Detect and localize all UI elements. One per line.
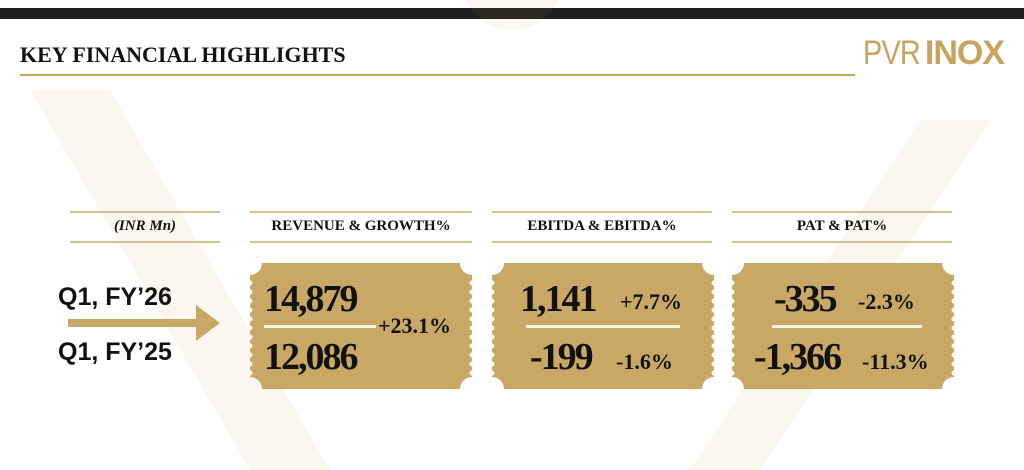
revenue-growth: +23.1% [378,313,452,338]
ticket-notch [250,298,253,304]
ticket-notch [469,298,472,304]
divider [492,241,712,243]
period-previous: Q1, FY’25 [58,338,172,366]
ticket-notch [951,343,954,349]
ticket-notch [711,343,714,349]
ticket-notch [951,307,954,313]
ticket-notch [732,316,735,322]
ebitda-current-pct: +7.7% [620,289,683,314]
ticket-notch [711,280,714,286]
ticket-notch [951,334,954,340]
ticket-notch [732,298,735,304]
ticket-notch [492,325,495,331]
ebitda-previous-pct: -1.6% [616,349,673,374]
ticket-notch [492,352,495,358]
ticket-notch [711,352,714,358]
ticket-notch [250,352,253,358]
ticket-notch [951,289,954,295]
arrow-right-icon [68,305,220,341]
divider [732,241,952,243]
ticket-notch [250,280,253,286]
ticket-notch [732,307,735,313]
ticket-notch [711,325,714,331]
revenue-previous: 12,086 [264,336,358,378]
ticket-notch [469,361,472,367]
pat-current: -335 [774,278,838,320]
divider [70,241,220,243]
ticket-notch [711,316,714,322]
divider [250,241,472,243]
ticket-notch [492,307,495,313]
divider [492,211,712,213]
ticket-notch [492,370,495,376]
ticket-notch [250,361,253,367]
ticket-notch [951,325,954,331]
revenue-ticket: 14,879 12,086 +23.1% [250,263,472,389]
ticket-notch [492,343,495,349]
ticket-notch [711,370,714,376]
ticket-notch [492,298,495,304]
ticket-notch [469,370,472,376]
ticket-notch [250,334,253,340]
top-bar [0,8,1024,19]
pvr-inox-logo: PVR INOX [863,34,1005,72]
ticket-notch [250,307,253,313]
ebitda-previous: -199 [530,336,594,378]
ticket-notch [951,352,954,358]
period-current: Q1, FY’26 [58,283,172,311]
ticket-notch [250,343,253,349]
pat-ticket: -335 -2.3% -1,366 -11.3% [732,263,954,389]
ticket-notch [469,334,472,340]
ticket-notch [250,370,253,376]
pat-current-pct: -2.3% [858,289,915,314]
ticket-notch [732,370,735,376]
ticket-notch [732,343,735,349]
ticket-notch [492,280,495,286]
pat-header: PAT & PAT% [796,218,888,234]
ticket-notch [469,307,472,313]
ticket-notch [492,316,495,322]
ticket-notch [711,298,714,304]
ticket-notch [951,298,954,304]
ticket-notch [732,289,735,295]
ticket-notch [469,289,472,295]
ticket-notch [732,361,735,367]
ticket-notch [951,316,954,322]
title-underline [20,74,855,76]
ticket-notch [250,289,253,295]
ticket-notch [469,316,472,322]
ticket-notch [469,325,472,331]
ticket-notch [492,289,495,295]
ticket-notch [951,370,954,376]
divider [70,211,220,213]
ebitda-current: 1,141 [520,278,597,320]
ticket-notch [711,307,714,313]
ticket-notch [492,334,495,340]
ticket-notch [732,352,735,358]
ticket-notch [492,361,495,367]
unit-label: (INR Mn) [113,218,177,234]
page-title: KEY FINANCIAL HIGHLIGHTS [20,42,346,67]
ticket-notch [469,280,472,286]
ebitda-header: EBITDA & EBITDA% [527,218,677,234]
ticket-notch [732,325,735,331]
ticket-notch [711,289,714,295]
ticket-notch [711,361,714,367]
revenue-header: REVENUE & GROWTH% [271,218,451,234]
ticket-notch [469,352,472,358]
ticket-notch [732,334,735,340]
divider [250,211,472,213]
ticket-notch [469,343,472,349]
ticket-notch [951,280,954,286]
ebitda-ticket: 1,141 +7.7% -199 -1.6% [492,263,714,389]
revenue-current: 14,879 [264,278,358,320]
pat-previous: -1,366 [754,336,842,378]
pat-previous-pct: -11.3% [862,349,929,374]
ticket-notch [951,361,954,367]
ticket-notch [250,316,253,322]
ticket-notch [732,280,735,286]
divider [732,211,952,213]
ticket-notch [711,334,714,340]
ticket-notch [250,325,253,331]
